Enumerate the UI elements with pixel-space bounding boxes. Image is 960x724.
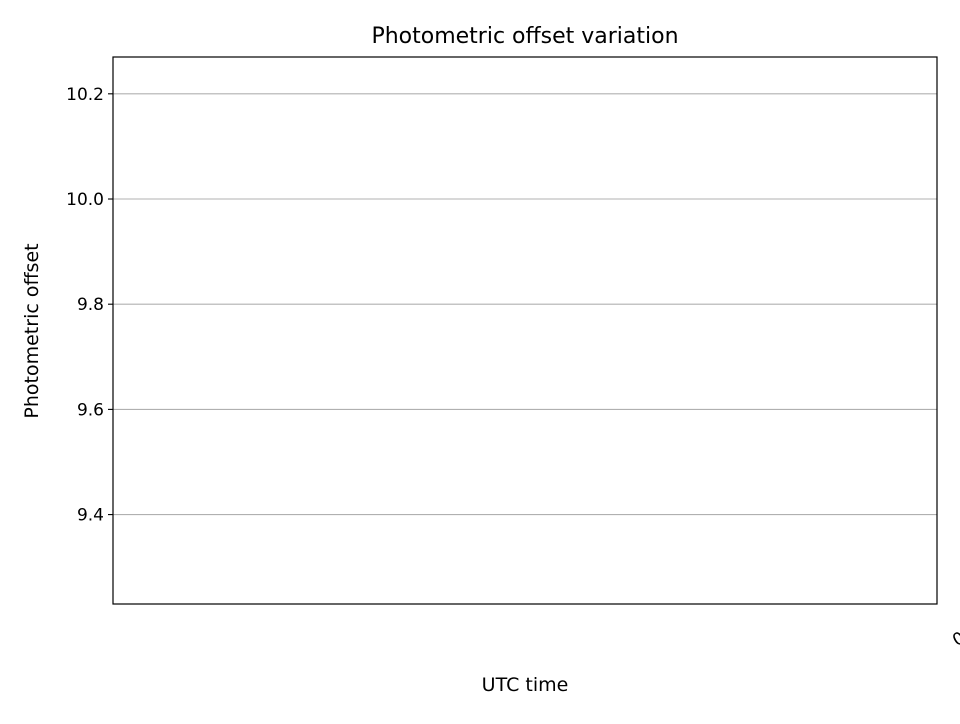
x-tick-label: 05:00 [949,609,960,651]
x-axis-label: UTC time [482,674,569,696]
y-tick-label: 9.4 [77,506,104,526]
y-tick-label: 10.2 [66,85,104,105]
y-axis-label: Photometric offset [21,243,43,418]
plot-frame [112,56,938,605]
chart-title: Photometric offset variation [371,24,678,49]
axis-ticks: 18:0019:0020:0021:0022:0023:0000:0001:00… [66,85,960,651]
y-tick-label: 9.8 [77,295,104,315]
y-tick-label: 9.6 [77,400,104,420]
grid-lines [113,93,937,516]
y-tick-label: 10.0 [66,190,104,210]
